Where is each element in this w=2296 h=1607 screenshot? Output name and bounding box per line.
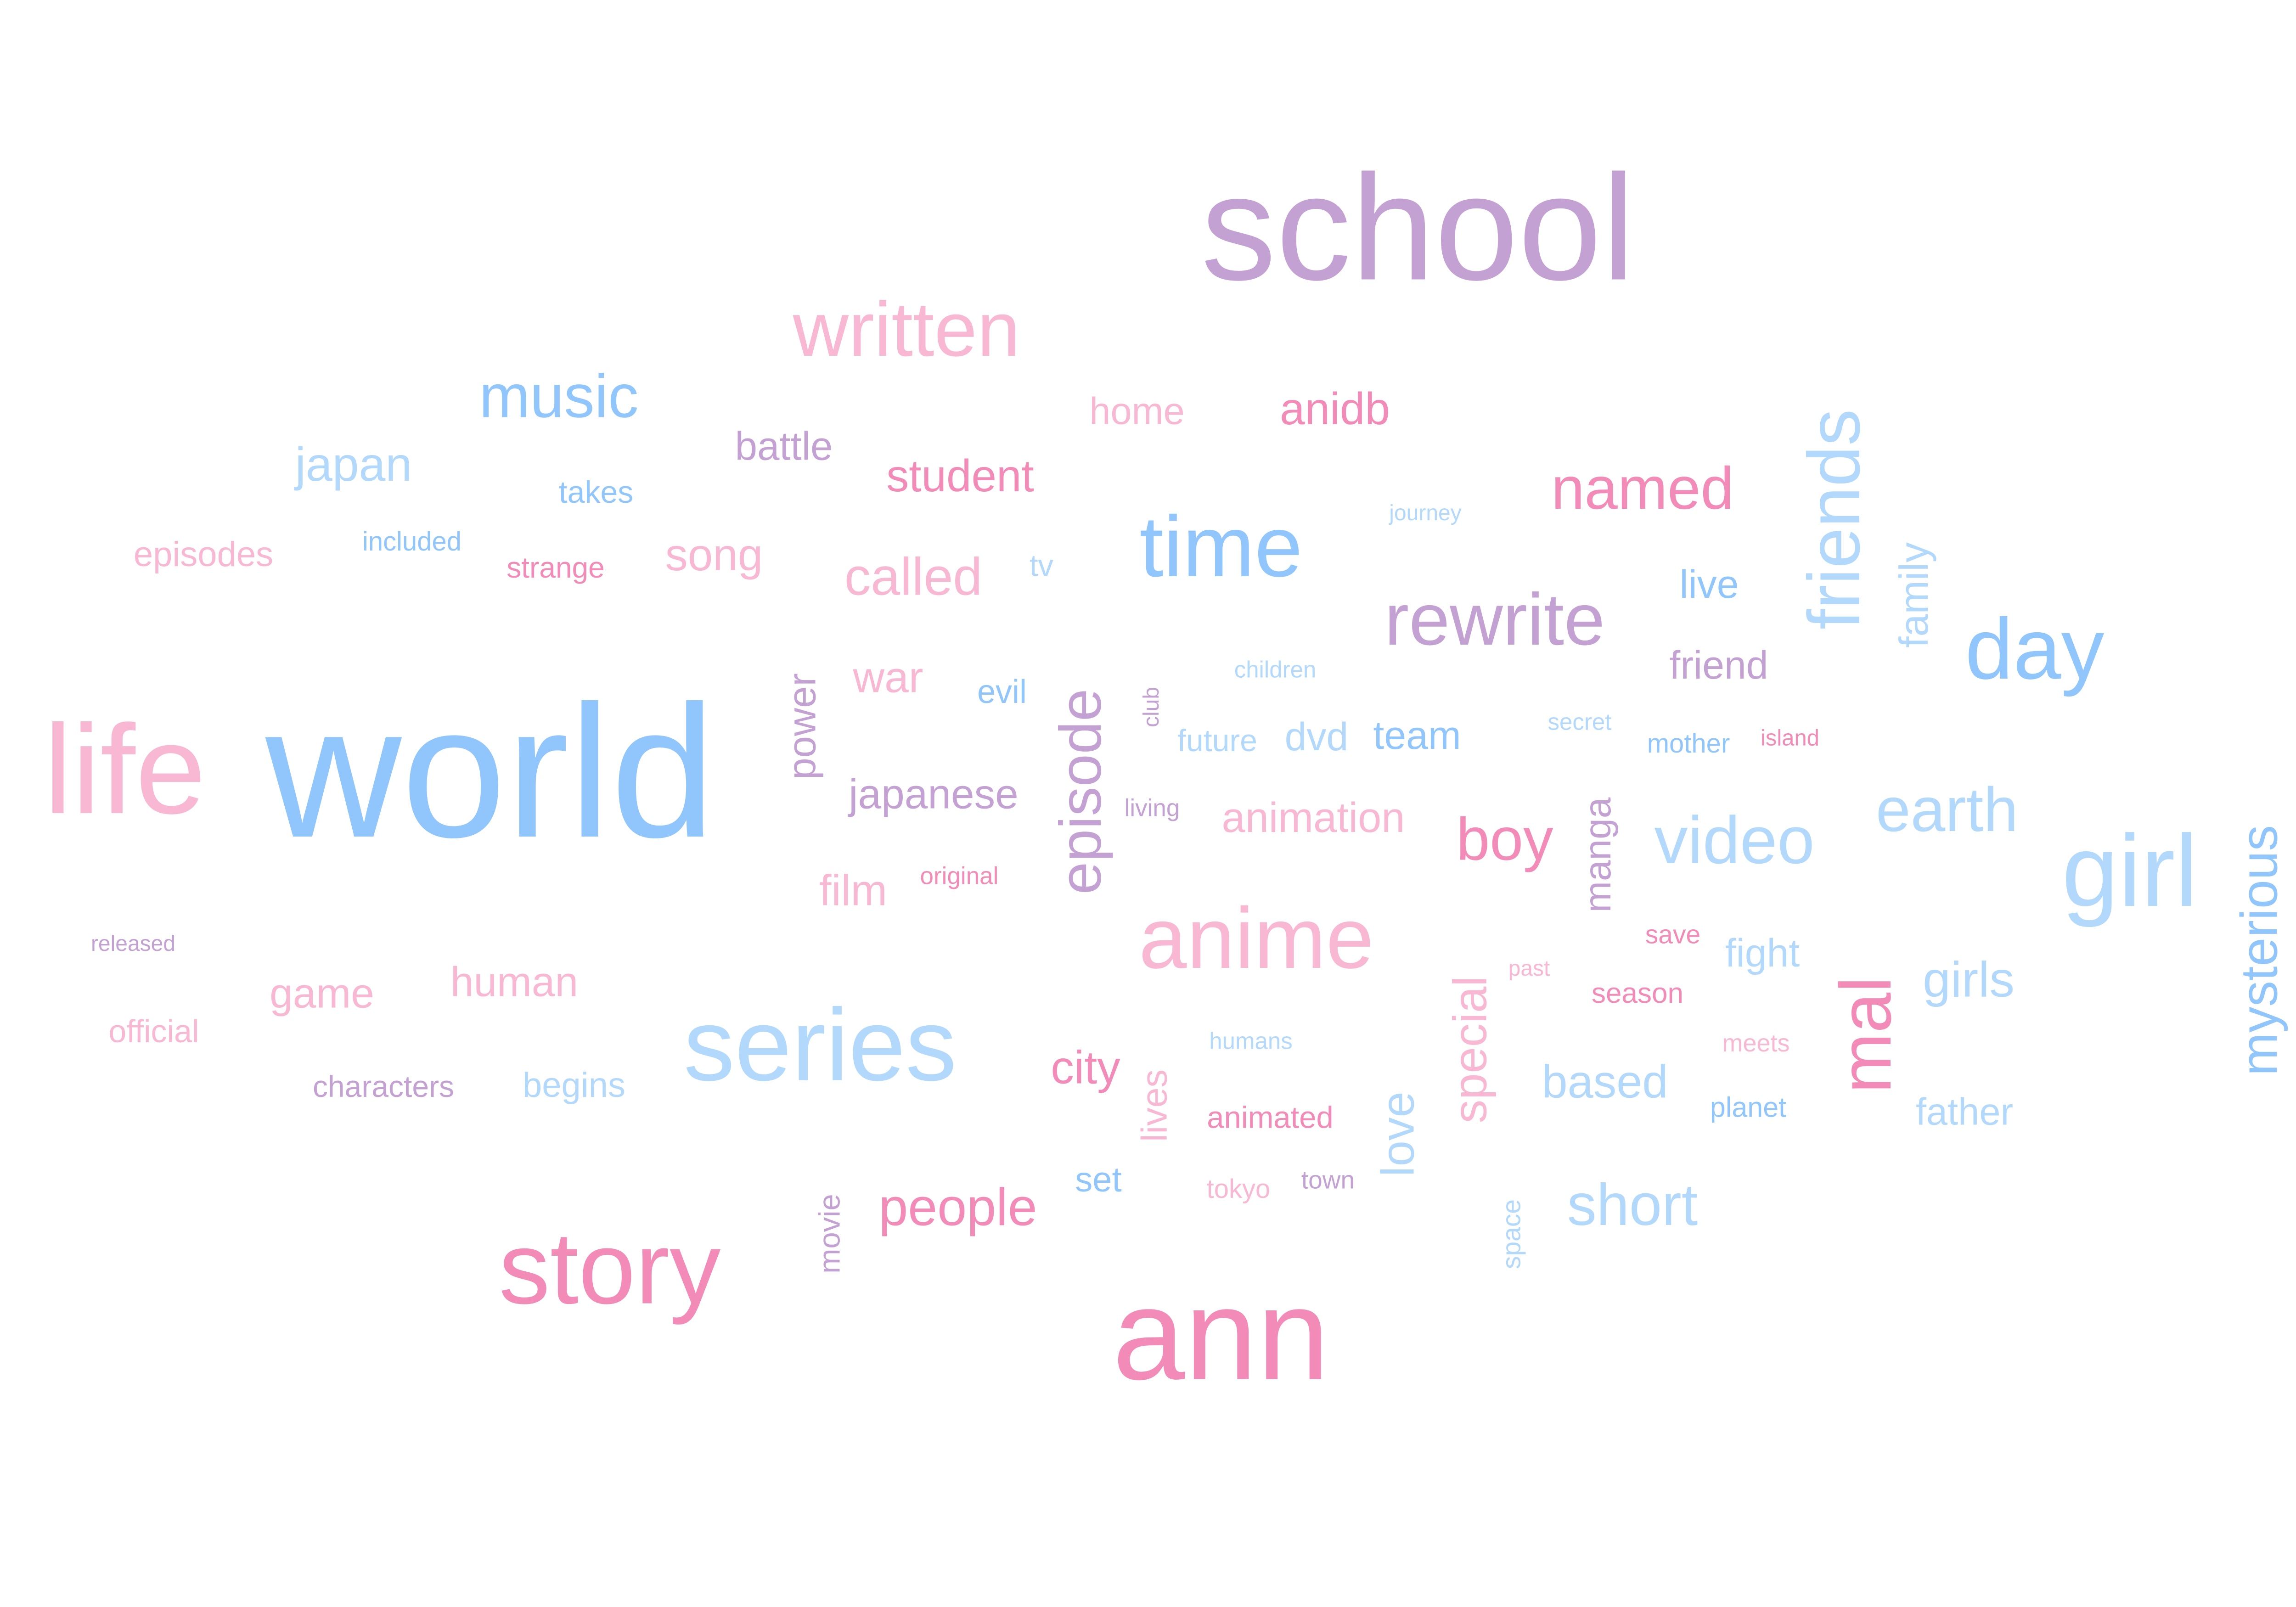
word-club: club xyxy=(1139,686,1164,728)
word-mother: mother xyxy=(1647,729,1730,759)
word-series: series xyxy=(683,988,957,1102)
word-music: music xyxy=(479,362,639,431)
word-live: live xyxy=(1679,562,1739,607)
word-lives: lives xyxy=(1133,1069,1175,1142)
word-planet: planet xyxy=(1710,1091,1787,1123)
word-tokyo: tokyo xyxy=(1206,1174,1271,1204)
word-written: written xyxy=(793,286,1020,372)
word-based: based xyxy=(1542,1056,1668,1108)
word-battle: battle xyxy=(735,424,833,469)
word-released: released xyxy=(90,932,176,956)
word-begins: begins xyxy=(523,1066,625,1105)
word-war: war xyxy=(853,653,923,702)
word-called: called xyxy=(844,547,983,607)
word-student: student xyxy=(886,450,1034,501)
word-world: world xyxy=(265,666,715,877)
word-video: video xyxy=(1654,803,1815,877)
word-japan: japan xyxy=(295,438,412,491)
word-home: home xyxy=(1089,389,1185,433)
word-city: city xyxy=(1051,1042,1120,1094)
word-secret: secret xyxy=(1548,708,1612,735)
word-journey: journey xyxy=(1389,501,1462,525)
word-school: school xyxy=(1201,144,1635,312)
word-anime: anime xyxy=(1138,890,1374,986)
word-power: power xyxy=(780,673,824,780)
word-named: named xyxy=(1551,455,1734,522)
word-episode: episode xyxy=(1048,688,1114,895)
word-girl: girl xyxy=(2061,814,2198,928)
word-humans: humans xyxy=(1209,1028,1293,1054)
word-island: island xyxy=(1760,725,1820,751)
word-day: day xyxy=(1965,601,2105,697)
word-set: set xyxy=(1075,1160,1122,1199)
word-official: official xyxy=(108,1013,199,1049)
word-song: song xyxy=(665,529,763,580)
word-time: time xyxy=(1139,498,1303,595)
word-living: living xyxy=(1124,794,1180,822)
word-earth: earth xyxy=(1876,775,2018,844)
word-love: love xyxy=(1372,1091,1424,1177)
word-anidb: anidb xyxy=(1280,383,1390,434)
word-dvd: dvd xyxy=(1284,715,1349,759)
word-team: team xyxy=(1373,714,1461,758)
word-movie: movie xyxy=(812,1194,846,1274)
word-save: save xyxy=(1645,920,1701,950)
word-town: town xyxy=(1301,1165,1355,1194)
word-space: space xyxy=(1497,1199,1526,1270)
word-mysterious: mysterious xyxy=(2230,825,2288,1076)
word-boy: boy xyxy=(1456,805,1553,873)
word-friend: friend xyxy=(1669,643,1768,687)
word-family: family xyxy=(1891,542,1936,648)
word-animated: animated xyxy=(1207,1100,1334,1135)
word-film: film xyxy=(819,866,887,915)
word-people: people xyxy=(878,1178,1037,1237)
word-fight: fight xyxy=(1725,931,1800,975)
word-evil: evil xyxy=(977,674,1027,710)
word-human: human xyxy=(450,959,579,1006)
word-rewrite: rewrite xyxy=(1384,578,1605,660)
word-included: included xyxy=(362,527,462,556)
word-game: game xyxy=(270,970,374,1017)
word-special: special xyxy=(1443,976,1497,1124)
word-original: original xyxy=(920,862,999,890)
word-season: season xyxy=(1592,978,1683,1009)
word-children: children xyxy=(1234,656,1317,683)
word-tv: tv xyxy=(1029,548,1054,583)
word-meets: meets xyxy=(1722,1029,1790,1057)
word-future: future xyxy=(1177,723,1257,758)
word-animation: animation xyxy=(1221,794,1405,841)
word-manga: manga xyxy=(1577,797,1619,913)
word-japanese: japanese xyxy=(849,771,1019,818)
word-episodes: episodes xyxy=(133,535,274,574)
word-mal: mal xyxy=(1825,976,1906,1094)
word-characters: characters xyxy=(312,1069,455,1103)
word-strange: strange xyxy=(506,551,605,584)
word-past: past xyxy=(1508,956,1550,981)
word-story: story xyxy=(499,1211,721,1326)
word-friends: friends xyxy=(1793,409,1875,630)
word-takes: takes xyxy=(558,475,634,510)
word-ann: ann xyxy=(1112,1261,1330,1407)
word-father: father xyxy=(1915,1090,2014,1133)
word-girls: girls xyxy=(1923,951,2015,1008)
word-short: short xyxy=(1567,1172,1698,1238)
word-life: life xyxy=(44,699,206,840)
